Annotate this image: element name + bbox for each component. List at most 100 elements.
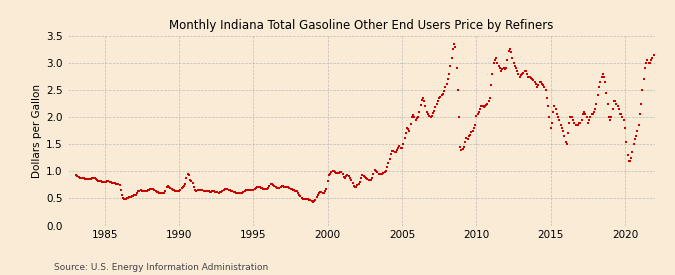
Point bbox=[446, 55, 457, 60]
Point bbox=[511, 66, 522, 71]
Point bbox=[269, 184, 280, 189]
Point bbox=[197, 188, 208, 192]
Point bbox=[639, 66, 650, 71]
Point bbox=[180, 182, 190, 186]
Point bbox=[313, 192, 323, 197]
Point bbox=[136, 188, 147, 193]
Point bbox=[306, 199, 317, 203]
Point bbox=[176, 186, 187, 190]
Point bbox=[360, 175, 371, 179]
Point bbox=[595, 80, 605, 84]
Point bbox=[258, 186, 269, 191]
Point bbox=[497, 67, 508, 72]
Point bbox=[163, 184, 173, 188]
Point bbox=[87, 176, 98, 180]
Point bbox=[274, 185, 285, 190]
Point bbox=[182, 172, 193, 176]
Point bbox=[264, 184, 275, 188]
Point bbox=[608, 107, 618, 111]
Point bbox=[166, 186, 177, 191]
Point bbox=[390, 150, 401, 154]
Point bbox=[109, 181, 120, 186]
Point bbox=[523, 74, 534, 79]
Point bbox=[280, 184, 291, 189]
Point bbox=[611, 101, 622, 106]
Point bbox=[117, 192, 128, 197]
Point bbox=[618, 118, 629, 122]
Point bbox=[292, 189, 302, 194]
Point bbox=[476, 104, 487, 109]
Point bbox=[506, 50, 516, 54]
Point bbox=[632, 128, 643, 133]
Point bbox=[564, 120, 574, 125]
Point bbox=[500, 67, 510, 72]
Point bbox=[456, 147, 467, 152]
Point bbox=[225, 188, 236, 192]
Point bbox=[300, 197, 310, 201]
Point bbox=[298, 196, 308, 201]
Point bbox=[327, 169, 338, 173]
Point bbox=[216, 189, 227, 194]
Point bbox=[153, 190, 163, 194]
Point bbox=[151, 189, 162, 194]
Point bbox=[520, 69, 531, 73]
Point bbox=[477, 104, 488, 109]
Point bbox=[563, 131, 574, 136]
Title: Monthly Indiana Total Gasoline Other End Users Price by Refiners: Monthly Indiana Total Gasoline Other End… bbox=[169, 19, 554, 32]
Point bbox=[574, 120, 585, 125]
Point bbox=[227, 189, 238, 194]
Point bbox=[196, 188, 207, 192]
Point bbox=[265, 182, 276, 187]
Point bbox=[451, 66, 462, 71]
Point bbox=[440, 85, 451, 90]
Point bbox=[501, 66, 512, 71]
Point bbox=[645, 58, 656, 62]
Point bbox=[288, 188, 298, 192]
Point bbox=[622, 153, 633, 157]
Point bbox=[329, 170, 340, 175]
Point bbox=[332, 171, 343, 175]
Point bbox=[261, 187, 271, 191]
Point bbox=[575, 120, 586, 125]
Point bbox=[323, 173, 334, 177]
Point bbox=[157, 191, 168, 196]
Point bbox=[281, 185, 292, 189]
Point bbox=[101, 180, 111, 184]
Point bbox=[307, 200, 318, 204]
Point bbox=[493, 64, 504, 68]
Point bbox=[273, 186, 284, 190]
Point bbox=[254, 185, 265, 189]
Point bbox=[378, 171, 389, 175]
Point bbox=[597, 72, 608, 76]
Point bbox=[614, 107, 624, 111]
Point bbox=[627, 150, 638, 155]
Point bbox=[360, 176, 371, 180]
Point bbox=[551, 112, 562, 117]
Point bbox=[403, 127, 414, 131]
Point bbox=[457, 146, 468, 151]
Point bbox=[234, 191, 245, 195]
Point bbox=[526, 76, 537, 80]
Point bbox=[483, 99, 494, 103]
Point bbox=[74, 176, 85, 180]
Point bbox=[242, 188, 252, 192]
Point bbox=[219, 187, 230, 191]
Point bbox=[236, 191, 246, 195]
Point bbox=[641, 61, 651, 65]
Point bbox=[547, 120, 558, 125]
Point bbox=[412, 115, 423, 119]
Point bbox=[436, 93, 447, 98]
Point bbox=[316, 190, 327, 194]
Point bbox=[548, 109, 559, 114]
Point bbox=[128, 194, 138, 198]
Point bbox=[571, 123, 582, 128]
Point bbox=[305, 198, 316, 202]
Point bbox=[481, 103, 491, 108]
Point bbox=[218, 188, 229, 192]
Point bbox=[84, 177, 95, 182]
Point bbox=[550, 107, 561, 111]
Point bbox=[81, 177, 92, 181]
Point bbox=[211, 190, 221, 194]
Point bbox=[212, 190, 223, 195]
Point bbox=[302, 197, 313, 201]
